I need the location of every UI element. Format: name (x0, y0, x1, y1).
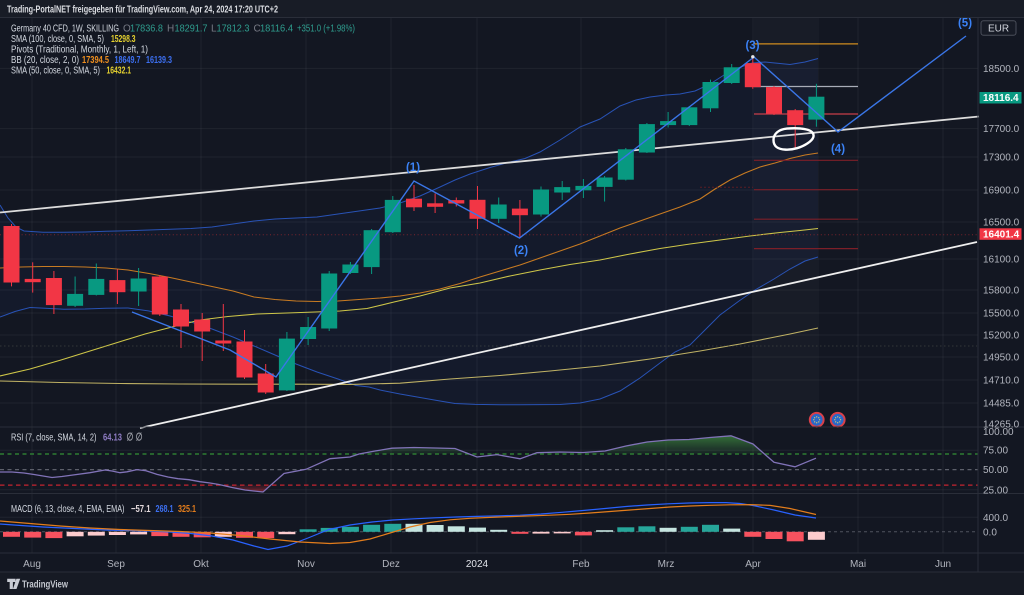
svg-text:16500.0: 16500.0 (983, 218, 1020, 229)
svg-text:∅ ∅: ∅ ∅ (127, 432, 143, 444)
svg-text:Mai: Mai (850, 559, 866, 570)
svg-text:(5): (5) (958, 18, 972, 30)
svg-text:64.13: 64.13 (103, 433, 122, 444)
svg-text:15298.3: 15298.3 (111, 34, 136, 45)
svg-text:Okt: Okt (193, 559, 209, 570)
svg-text:17394.5: 17394.5 (82, 55, 109, 66)
svg-text:325.1: 325.1 (178, 504, 196, 515)
svg-text:−57.1: −57.1 (131, 504, 151, 515)
svg-text:75.00: 75.00 (983, 446, 1008, 457)
svg-text:Mrz: Mrz (658, 559, 675, 570)
svg-text:14485.0: 14485.0 (983, 399, 1020, 410)
svg-text:(2): (2) (514, 245, 528, 257)
svg-text:16100.0: 16100.0 (983, 255, 1020, 266)
svg-text:15500.0: 15500.0 (983, 309, 1020, 320)
svg-text:C: C (254, 24, 261, 35)
svg-text:400.0: 400.0 (983, 513, 1008, 524)
svg-text:100.00: 100.00 (983, 427, 1014, 438)
svg-text:+351.0 (+1.98%): +351.0 (+1.98%) (297, 24, 355, 35)
svg-text:O: O (123, 24, 131, 35)
svg-text:MACD (6, 13, close, 4, EMA, EM: MACD (6, 13, close, 4, EMA, EMA) (11, 504, 125, 515)
svg-text:Aug: Aug (23, 559, 41, 570)
svg-text:EUR: EUR (988, 24, 1009, 35)
svg-text:Feb: Feb (572, 559, 590, 570)
svg-text:15200.0: 15200.0 (983, 331, 1020, 342)
svg-text:17812.3: 17812.3 (217, 24, 250, 35)
svg-text:Apr: Apr (745, 559, 761, 570)
svg-text:17836.8: 17836.8 (130, 24, 163, 35)
svg-text:17300.0: 17300.0 (983, 153, 1020, 164)
svg-text:SMA (100, close, 0, SMA, 5): SMA (100, close, 0, SMA, 5) (11, 34, 104, 45)
svg-text:16900.0: 16900.0 (983, 186, 1020, 197)
svg-text:BB (20, close, 2, 0): BB (20, close, 2, 0) (11, 55, 79, 66)
svg-text:14950.0: 14950.0 (983, 353, 1020, 364)
svg-text:268.1: 268.1 (156, 504, 174, 515)
svg-text:Pivots (Traditional, Monthly,: Pivots (Traditional, Monthly, 1, Left, 1… (11, 44, 148, 55)
svg-text:Germany 40 CFD, 1W, SKILLING: Germany 40 CFD, 1W, SKILLING (11, 24, 119, 35)
svg-text:RSI (7, close, SMA, 14, 2): RSI (7, close, SMA, 14, 2) (11, 433, 97, 444)
svg-text:Nov: Nov (297, 559, 315, 570)
svg-text:14265.0: 14265.0 (983, 420, 1020, 431)
svg-text:16139.3: 16139.3 (146, 55, 172, 66)
svg-text:18649.7: 18649.7 (115, 55, 141, 66)
svg-text:L: L (211, 24, 217, 35)
svg-text:H: H (167, 24, 174, 35)
svg-text:SMA (50, close, 0, SMA, 5): SMA (50, close, 0, SMA, 5) (11, 65, 100, 76)
svg-text:18500.0: 18500.0 (983, 64, 1020, 75)
svg-text:Dez: Dez (382, 559, 400, 570)
svg-text:Jun: Jun (935, 559, 951, 570)
svg-text:16401.4: 16401.4 (983, 229, 1020, 240)
svg-text:18291.7: 18291.7 (175, 24, 208, 35)
svg-text:25.00: 25.00 (983, 485, 1008, 496)
svg-text:14710.0: 14710.0 (983, 376, 1020, 387)
svg-text:Sep: Sep (107, 559, 125, 570)
svg-text:(4): (4) (831, 144, 845, 156)
svg-text:18116.4: 18116.4 (983, 93, 1019, 104)
svg-text:2024: 2024 (466, 559, 489, 570)
svg-text:17700.0: 17700.0 (983, 124, 1020, 135)
svg-text:15800.0: 15800.0 (983, 286, 1020, 297)
svg-text:50.00: 50.00 (983, 465, 1008, 476)
svg-text:16432.1: 16432.1 (107, 65, 132, 76)
svg-text:(1): (1) (406, 162, 420, 174)
svg-text:18116.4: 18116.4 (260, 24, 293, 35)
svg-text:TradingView: TradingView (22, 579, 69, 591)
svg-text:0.0: 0.0 (983, 527, 997, 538)
svg-text:(3): (3) (745, 40, 759, 52)
svg-text:Trading-PortalNET freigegeben: Trading-PortalNET freigegeben für Tradin… (7, 5, 278, 16)
